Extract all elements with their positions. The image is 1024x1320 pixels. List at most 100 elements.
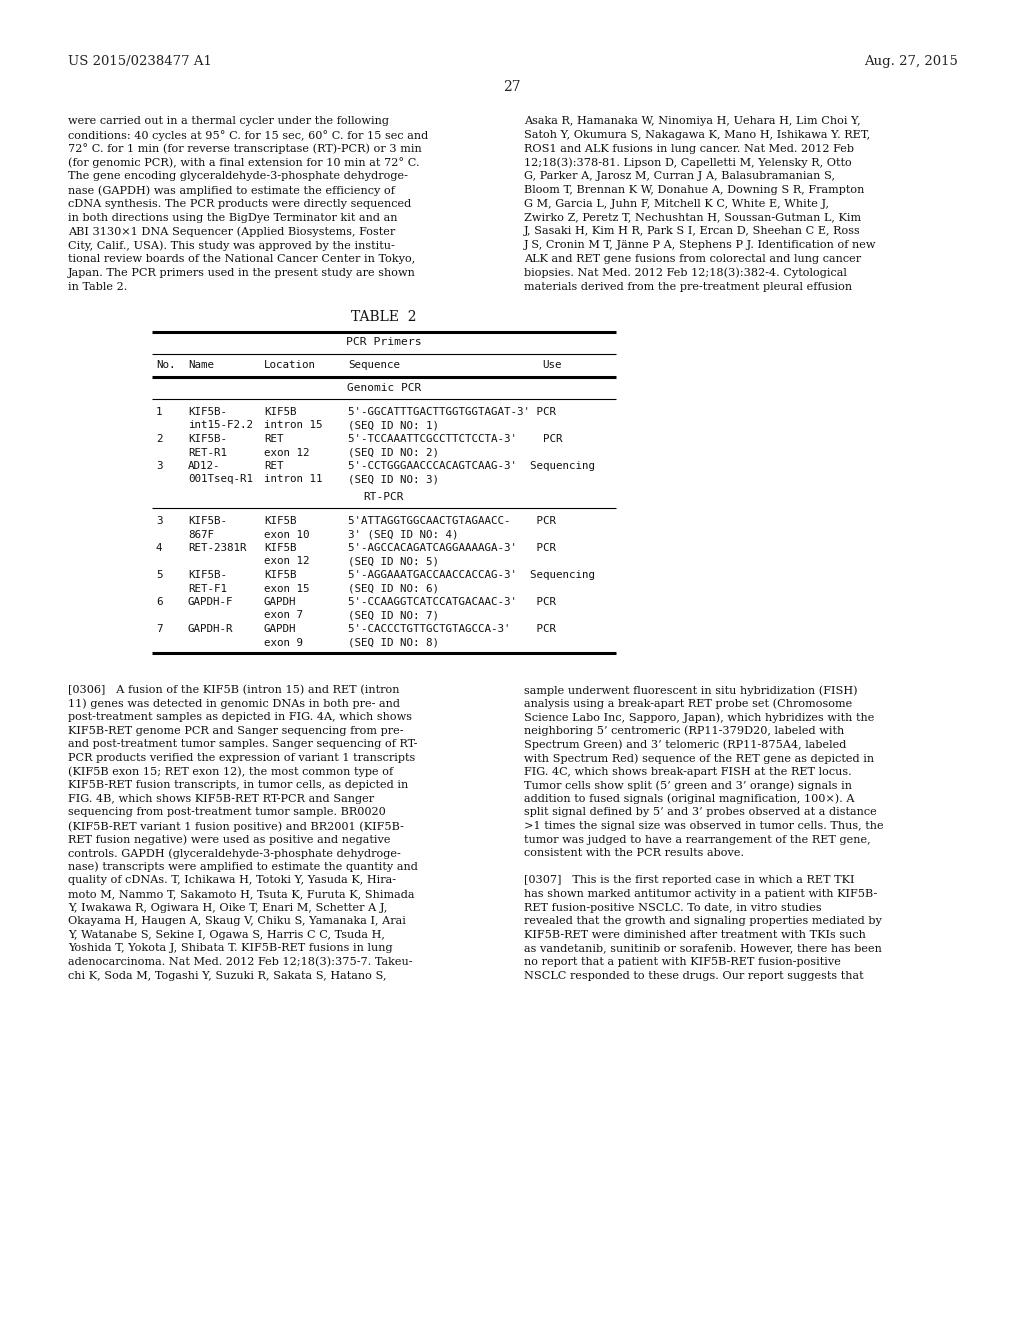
- Text: consistent with the PCR results above.: consistent with the PCR results above.: [524, 849, 744, 858]
- Text: 5'-TCCAAATTCGCCTTCTCCTA-3'    PCR: 5'-TCCAAATTCGCCTTCTCCTA-3' PCR: [348, 434, 562, 444]
- Text: 3: 3: [156, 516, 163, 525]
- Text: 3' (SEQ ID NO: 4): 3' (SEQ ID NO: 4): [348, 529, 459, 540]
- Text: KIF5B-: KIF5B-: [188, 570, 227, 579]
- Text: 4: 4: [156, 543, 163, 553]
- Text: Use: Use: [542, 360, 561, 370]
- Text: (SEQ ID NO: 7): (SEQ ID NO: 7): [348, 610, 439, 620]
- Text: exon 12: exon 12: [264, 557, 309, 566]
- Text: in Table 2.: in Table 2.: [68, 281, 127, 292]
- Text: no report that a patient with KIF5B-RET fusion-positive: no report that a patient with KIF5B-RET …: [524, 957, 841, 968]
- Text: GAPDH: GAPDH: [264, 624, 297, 634]
- Text: 72° C. for 1 min (for reverse transcriptase (RT)-PCR) or 3 min: 72° C. for 1 min (for reverse transcript…: [68, 144, 422, 154]
- Text: (SEQ ID NO: 2): (SEQ ID NO: 2): [348, 447, 439, 458]
- Text: City, Calif., USA). This study was approved by the institu-: City, Calif., USA). This study was appro…: [68, 240, 394, 251]
- Text: 11) genes was detected in genomic DNAs in both pre- and: 11) genes was detected in genomic DNAs i…: [68, 698, 400, 709]
- Text: addition to fused signals (original magnification, 100×). A: addition to fused signals (original magn…: [524, 793, 854, 804]
- Text: RET: RET: [264, 461, 284, 471]
- Text: nase (GAPDH) was amplified to estimate the efficiency of: nase (GAPDH) was amplified to estimate t…: [68, 185, 395, 195]
- Text: (SEQ ID NO: 8): (SEQ ID NO: 8): [348, 638, 439, 648]
- Text: post-treatment samples as depicted in FIG. 4A, which shows: post-treatment samples as depicted in FI…: [68, 713, 412, 722]
- Text: controls. GAPDH (glyceraldehyde-3-phosphate dehydroge-: controls. GAPDH (glyceraldehyde-3-phosph…: [68, 849, 400, 859]
- Text: The gene encoding glyceraldehyde-3-phosphate dehydroge-: The gene encoding glyceraldehyde-3-phosp…: [68, 172, 408, 181]
- Text: GAPDH-F: GAPDH-F: [188, 597, 233, 607]
- Text: NSCLC responded to these drugs. Our report suggests that: NSCLC responded to these drugs. Our repo…: [524, 970, 863, 981]
- Text: quality of cDNAs. T, Ichikawa H, Totoki Y, Yasuda K, Hira-: quality of cDNAs. T, Ichikawa H, Totoki …: [68, 875, 396, 886]
- Text: PCR Primers: PCR Primers: [346, 337, 422, 347]
- Text: Location: Location: [264, 360, 316, 370]
- Text: (SEQ ID NO: 3): (SEQ ID NO: 3): [348, 474, 439, 484]
- Text: materials derived from the pre-treatment pleural effusion: materials derived from the pre-treatment…: [524, 281, 852, 292]
- Text: KIF5B-RET fusion transcripts, in tumor cells, as depicted in: KIF5B-RET fusion transcripts, in tumor c…: [68, 780, 409, 791]
- Text: Asaka R, Hamanaka W, Ninomiya H, Uehara H, Lim Choi Y,: Asaka R, Hamanaka W, Ninomiya H, Uehara …: [524, 116, 860, 125]
- Text: as vandetanib, sunitinib or sorafenib. However, there has been: as vandetanib, sunitinib or sorafenib. H…: [524, 944, 882, 953]
- Text: KIF5B: KIF5B: [264, 407, 297, 417]
- Text: exon 12: exon 12: [264, 447, 309, 458]
- Text: revealed that the growth and signaling properties mediated by: revealed that the growth and signaling p…: [524, 916, 882, 927]
- Text: 6: 6: [156, 597, 163, 607]
- Text: Sequence: Sequence: [348, 360, 400, 370]
- Text: (SEQ ID NO: 1): (SEQ ID NO: 1): [348, 421, 439, 430]
- Text: KIF5B-: KIF5B-: [188, 516, 227, 525]
- Text: ABI 3130×1 DNA Sequencer (Applied Biosystems, Foster: ABI 3130×1 DNA Sequencer (Applied Biosys…: [68, 227, 395, 238]
- Text: exon 10: exon 10: [264, 529, 309, 540]
- Text: No.: No.: [156, 360, 175, 370]
- Text: (KIF5B-RET variant 1 fusion positive) and BR2001 (KIF5B-: (KIF5B-RET variant 1 fusion positive) an…: [68, 821, 403, 832]
- Text: RET fusion negative) were used as positive and negative: RET fusion negative) were used as positi…: [68, 834, 390, 845]
- Text: Aug. 27, 2015: Aug. 27, 2015: [864, 55, 958, 69]
- Text: adenocarcinoma. Nat Med. 2012 Feb 12;18(3):375-7. Takeu-: adenocarcinoma. Nat Med. 2012 Feb 12;18(…: [68, 957, 413, 968]
- Text: tional review boards of the National Cancer Center in Tokyo,: tional review boards of the National Can…: [68, 253, 416, 264]
- Text: RET-R1: RET-R1: [188, 447, 227, 458]
- Text: KIF5B: KIF5B: [264, 570, 297, 579]
- Text: RET-F1: RET-F1: [188, 583, 227, 594]
- Text: ROS1 and ALK fusions in lung cancer. Nat Med. 2012 Feb: ROS1 and ALK fusions in lung cancer. Nat…: [524, 144, 854, 153]
- Text: [0307]   This is the first reported case in which a RET TKI: [0307] This is the first reported case i…: [524, 875, 854, 886]
- Text: RT-PCR: RT-PCR: [364, 492, 404, 502]
- Text: split signal defined by 5’ and 3’ probes observed at a distance: split signal defined by 5’ and 3’ probes…: [524, 808, 877, 817]
- Text: (SEQ ID NO: 6): (SEQ ID NO: 6): [348, 583, 439, 594]
- Text: and post-treatment tumor samples. Sanger sequencing of RT-: and post-treatment tumor samples. Sanger…: [68, 739, 418, 750]
- Text: KIF5B: KIF5B: [264, 516, 297, 525]
- Text: TABLE  2: TABLE 2: [351, 310, 417, 323]
- Text: RET fusion-positive NSCLC. To date, in vitro studies: RET fusion-positive NSCLC. To date, in v…: [524, 903, 821, 912]
- Text: Japan. The PCR primers used in the present study are shown: Japan. The PCR primers used in the prese…: [68, 268, 416, 277]
- Text: conditions: 40 cycles at 95° C. for 15 sec, 60° C. for 15 sec and: conditions: 40 cycles at 95° C. for 15 s…: [68, 129, 428, 141]
- Text: Genomic PCR: Genomic PCR: [347, 383, 421, 393]
- Text: FIG. 4B, which shows KIF5B-RET RT-PCR and Sanger: FIG. 4B, which shows KIF5B-RET RT-PCR an…: [68, 793, 374, 804]
- Text: G M, Garcia L, Juhn F, Mitchell K C, White E, White J,: G M, Garcia L, Juhn F, Mitchell K C, Whi…: [524, 199, 829, 209]
- Text: Y, Iwakawa R, Ogiwara H, Oike T, Enari M, Schetter A J,: Y, Iwakawa R, Ogiwara H, Oike T, Enari M…: [68, 903, 387, 912]
- Text: sample underwent fluorescent in situ hybridization (FISH): sample underwent fluorescent in situ hyb…: [524, 685, 858, 696]
- Text: 5'-GGCATTTGACTTGGTGGTAGAT-3' PCR: 5'-GGCATTTGACTTGGTGGTAGAT-3' PCR: [348, 407, 556, 417]
- Text: (KIF5B exon 15; RET exon 12), the most common type of: (KIF5B exon 15; RET exon 12), the most c…: [68, 767, 393, 777]
- Text: Zwirko Z, Peretz T, Nechushtan H, Soussan-Gutman L, Kim: Zwirko Z, Peretz T, Nechushtan H, Soussa…: [524, 213, 861, 223]
- Text: KIF5B: KIF5B: [264, 543, 297, 553]
- Text: 7: 7: [156, 624, 163, 634]
- Text: were carried out in a thermal cycler under the following: were carried out in a thermal cycler und…: [68, 116, 389, 125]
- Text: J S, Cronin M T, Jänne P A, Stephens P J. Identification of new: J S, Cronin M T, Jänne P A, Stephens P J…: [524, 240, 877, 251]
- Text: intron 11: intron 11: [264, 474, 323, 484]
- Text: exon 9: exon 9: [264, 638, 303, 648]
- Text: J, Sasaki H, Kim H R, Park S I, Ercan D, Sheehan C E, Ross: J, Sasaki H, Kim H R, Park S I, Ercan D,…: [524, 227, 861, 236]
- Text: Yoshida T, Yokota J, Shibata T. KIF5B-RET fusions in lung: Yoshida T, Yokota J, Shibata T. KIF5B-RE…: [68, 944, 392, 953]
- Text: tumor was judged to have a rearrangement of the RET gene,: tumor was judged to have a rearrangement…: [524, 834, 870, 845]
- Text: [0306]   A fusion of the KIF5B (intron 15) and RET (intron: [0306] A fusion of the KIF5B (intron 15)…: [68, 685, 399, 696]
- Text: 1: 1: [156, 407, 163, 417]
- Text: ALK and RET gene fusions from colorectal and lung cancer: ALK and RET gene fusions from colorectal…: [524, 253, 861, 264]
- Text: Y, Watanabe S, Sekine I, Ogawa S, Harris C C, Tsuda H,: Y, Watanabe S, Sekine I, Ogawa S, Harris…: [68, 929, 385, 940]
- Text: cDNA synthesis. The PCR products were directly sequenced: cDNA synthesis. The PCR products were di…: [68, 199, 412, 209]
- Text: FIG. 4C, which shows break-apart FISH at the RET locus.: FIG. 4C, which shows break-apart FISH at…: [524, 767, 852, 776]
- Text: KIF5B-: KIF5B-: [188, 407, 227, 417]
- Text: exon 7: exon 7: [264, 610, 303, 620]
- Text: with Spectrum Red) sequence of the RET gene as depicted in: with Spectrum Red) sequence of the RET g…: [524, 752, 874, 763]
- Text: KIF5B-: KIF5B-: [188, 434, 227, 444]
- Text: 867F: 867F: [188, 529, 214, 540]
- Text: intron 15: intron 15: [264, 421, 323, 430]
- Text: 5'-CCTGGGAACCCACAGTCAAG-3'  Sequencing: 5'-CCTGGGAACCCACAGTCAAG-3' Sequencing: [348, 461, 595, 471]
- Text: KIF5B-RET were diminished after treatment with TKIs such: KIF5B-RET were diminished after treatmen…: [524, 929, 866, 940]
- Text: PCR products verified the expression of variant 1 transcripts: PCR products verified the expression of …: [68, 752, 416, 763]
- Text: KIF5B-RET genome PCR and Sanger sequencing from pre-: KIF5B-RET genome PCR and Sanger sequenci…: [68, 726, 403, 735]
- Text: Bloom T, Brennan K W, Donahue A, Downing S R, Frampton: Bloom T, Brennan K W, Donahue A, Downing…: [524, 185, 864, 195]
- Text: exon 15: exon 15: [264, 583, 309, 594]
- Text: int15-F2.2: int15-F2.2: [188, 421, 253, 430]
- Text: Satoh Y, Okumura S, Nakagawa K, Mano H, Ishikawa Y. RET,: Satoh Y, Okumura S, Nakagawa K, Mano H, …: [524, 129, 870, 140]
- Text: G, Parker A, Jarosz M, Curran J A, Balasubramanian S,: G, Parker A, Jarosz M, Curran J A, Balas…: [524, 172, 835, 181]
